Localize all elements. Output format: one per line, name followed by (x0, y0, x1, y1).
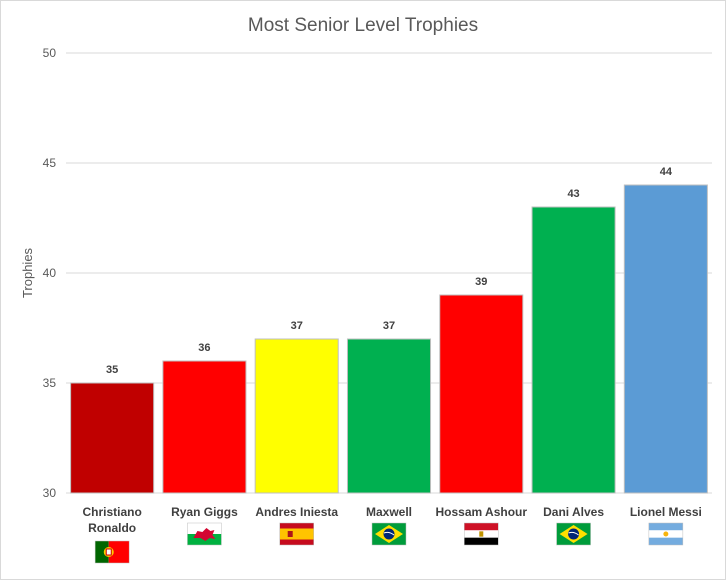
data-labels: 35 36 37 37 39 43 44 (106, 166, 673, 376)
category-label: Andres Iniesta (255, 505, 338, 519)
flag-border (464, 522, 499, 546)
y-axis-title: Trophies (20, 247, 35, 298)
flag-stripe (279, 528, 314, 540)
flag-band (383, 531, 395, 536)
flag-stripe (464, 523, 499, 531)
y-tick-label: 50 (43, 46, 57, 60)
flag-border (556, 522, 591, 546)
bar (162, 360, 247, 494)
flag-band (568, 531, 579, 536)
flag-border (187, 522, 222, 546)
flag-border (648, 522, 684, 546)
wales-flag-icon (187, 522, 222, 546)
y-axis-ticks: 30 35 40 45 50 (43, 46, 57, 500)
flag-icons (94, 522, 684, 564)
flag-shield (105, 548, 112, 556)
bar (70, 382, 155, 494)
bars (70, 184, 708, 494)
flag-sun (663, 531, 669, 537)
flag-emblem (479, 531, 484, 537)
flag-stripe (187, 523, 222, 534)
data-label: 36 (198, 342, 210, 354)
category-label: Ryan Giggs (171, 505, 238, 519)
bar (439, 294, 524, 494)
y-tick-label: 40 (43, 266, 57, 280)
bar (531, 206, 616, 494)
flag-stripe (648, 523, 683, 531)
category-label: Lionel Messi (630, 505, 702, 519)
category-label: Ronaldo (88, 521, 136, 535)
flag-globe (568, 528, 580, 540)
flag-stripe (648, 537, 683, 545)
data-label: 39 (475, 276, 487, 288)
chart-title: Most Senior Level Trophies (248, 15, 478, 36)
flag-stripe (464, 537, 499, 545)
egypt-flag-icon (464, 522, 499, 546)
flag-border (94, 540, 130, 564)
flag-dragon (193, 528, 216, 541)
bar (254, 338, 339, 494)
y-tick-label: 30 (43, 486, 57, 500)
portugal-flag-icon (94, 540, 130, 564)
argentina-flag-icon (648, 522, 684, 546)
data-label: 44 (660, 166, 673, 178)
category-labels: Christiano Ronaldo Ryan Giggs Andres Iniest… (82, 505, 701, 535)
flag-border (371, 522, 407, 546)
category-label: Maxwell (366, 505, 412, 519)
spain-flag-icon (279, 522, 314, 546)
y-tick-label: 45 (43, 156, 57, 170)
category-label: Hossam Ashour (435, 505, 527, 519)
brazil-flag-icon (371, 522, 407, 546)
data-label: 43 (567, 188, 579, 200)
data-label: 37 (291, 320, 303, 332)
data-label: 37 (383, 320, 395, 332)
category-label: Dani Alves (543, 505, 604, 519)
flag-globe (383, 528, 395, 540)
bar (346, 338, 432, 494)
flag-stripe (95, 541, 109, 563)
data-label: 35 (106, 364, 118, 376)
brazil-flag-icon (556, 522, 591, 546)
y-tick-label: 35 (43, 376, 57, 390)
category-label: Christiano (82, 505, 141, 519)
flag-border (279, 522, 314, 546)
flag-stripe (108, 541, 130, 563)
flag-emblem (287, 531, 293, 537)
bar (623, 184, 708, 494)
